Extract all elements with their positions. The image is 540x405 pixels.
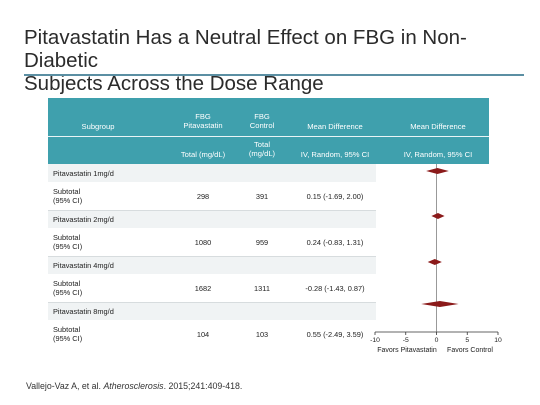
group-label: Pitavastatin 2mg/d <box>53 215 114 224</box>
header-divider <box>48 136 489 137</box>
title-rule <box>24 74 524 76</box>
subtotal-label-line1: Subtotal <box>53 325 81 334</box>
subtotal-label-line1: Subtotal <box>53 187 81 196</box>
x-label-favors-control: Favors Control <box>447 347 493 354</box>
subtotal-label-line1: Subtotal <box>53 233 81 242</box>
row-band-group-3 <box>48 257 376 274</box>
x-tick-label: 5 <box>465 337 469 344</box>
slide-title-line-1: Pitavastatin Has a Neutral Effect on FBG… <box>24 26 467 72</box>
control-total: 959 <box>255 238 269 247</box>
row-band-subtotal-4 <box>48 320 376 348</box>
row-band-group-1 <box>48 164 376 182</box>
row-separator <box>48 256 376 257</box>
mean-difference: 0.24 (-0.83, 1.31) <box>306 238 364 247</box>
table-header <box>48 98 489 164</box>
header-fbg-ctrl-line1: FBG <box>254 112 270 121</box>
header-subgroup: Subgroup <box>81 122 115 131</box>
row-band-group-4 <box>48 303 376 320</box>
mean-difference: 0.55 (-2.49, 3.59) <box>306 330 364 339</box>
header-fbg-ctrl: FBG Control <box>236 112 288 130</box>
pita-total: 104 <box>196 330 210 339</box>
header-fbg-ctrl-unit-line2: (mg/dL) <box>248 149 276 158</box>
pita-total: 298 <box>196 192 210 201</box>
group-label: Pitavastatin 4mg/d <box>53 261 114 270</box>
header-fbg-ctrl-unit-line1: Total <box>253 140 271 149</box>
control-total: 391 <box>255 192 269 201</box>
x-axis-ticks: -10 -5 0 5 10 <box>370 332 502 344</box>
row-band-group-2 <box>48 211 376 228</box>
header-fbg-pita-line1: FBG <box>195 112 211 121</box>
x-tick-label: 0 <box>435 337 439 344</box>
x-label-favors-pitavastatin: Favors Pitavastatin <box>377 347 437 354</box>
effect-markers <box>421 168 459 307</box>
citation: Vallejo-Vaz A, et al. Atherosclerosis. 2… <box>26 381 243 391</box>
pita-total: 1682 <box>194 284 212 293</box>
forest-plot-table: Subgroup FBG Pitavastatin FBG Control Me… <box>48 98 489 348</box>
subtotal-label: Subtotal (95% CI) <box>53 187 113 205</box>
header-mean-diff-2-sub: IV, Random, 95% CI <box>403 150 473 159</box>
header-mean-diff-2: Mean Difference <box>410 122 466 131</box>
subtotal-label: Subtotal (95% CI) <box>53 279 113 297</box>
header-fbg-pita-line2: Pitavastatin <box>183 121 223 130</box>
header-mean-diff-1: Mean Difference <box>307 122 363 131</box>
x-tick-label: -5 <box>403 337 409 344</box>
pita-total: 1080 <box>194 238 212 247</box>
subtotal-label-line2: (95% CI) <box>53 242 83 251</box>
header-fbg-ctrl-line2: Control <box>249 121 275 130</box>
header-fbg-pita-unit: Total (mg/dL) <box>180 150 226 159</box>
subtotal-diamond <box>421 301 459 307</box>
control-total: 1311 <box>254 284 270 293</box>
mean-difference: 0.15 (-1.69, 2.00) <box>306 192 364 201</box>
header-fbg-pita: FBG Pitavastatin <box>168 112 238 130</box>
group-label: Pitavastatin 8mg/d <box>53 307 114 316</box>
subtotal-label: Subtotal (95% CI) <box>53 233 113 251</box>
header-fbg-ctrl-unit: Total (mg/dL) <box>236 140 288 158</box>
header-mean-diff-1-sub: IV, Random, 95% CI <box>300 150 370 159</box>
subtotal-label-line2: (95% CI) <box>53 334 83 343</box>
subtotal-diamond <box>431 213 445 219</box>
subtotal-diamond <box>427 259 442 265</box>
mean-difference: -0.28 (-1.43, 0.87) <box>305 284 365 293</box>
subtotal-label-line2: (95% CI) <box>53 288 83 297</box>
x-tick-label: 10 <box>494 337 502 344</box>
x-tick-label: -10 <box>370 337 380 344</box>
citation-authors: Vallejo-Vaz A, et al. <box>26 381 101 391</box>
row-band-subtotal-2 <box>48 228 376 256</box>
citation-journal: Atherosclerosis <box>103 381 164 391</box>
control-total: 103 <box>255 330 269 339</box>
subtotal-label: Subtotal (95% CI) <box>53 325 113 343</box>
row-band-subtotal-3 <box>48 274 376 302</box>
row-separator <box>48 210 376 211</box>
subtotal-label-line2: (95% CI) <box>53 196 83 205</box>
subtotal-label-line1: Subtotal <box>53 279 81 288</box>
row-separator <box>48 302 376 303</box>
group-label: Pitavastatin 1mg/d <box>53 169 114 178</box>
row-band-subtotal-1 <box>48 182 376 210</box>
citation-details: 2015;241:409-418. <box>168 381 243 391</box>
slide-title-line-2: Subjects Across the Dose Range <box>24 72 324 95</box>
subtotal-diamond <box>426 168 449 174</box>
slide-title: Pitavastatin Has a Neutral Effect on FBG… <box>24 26 524 95</box>
